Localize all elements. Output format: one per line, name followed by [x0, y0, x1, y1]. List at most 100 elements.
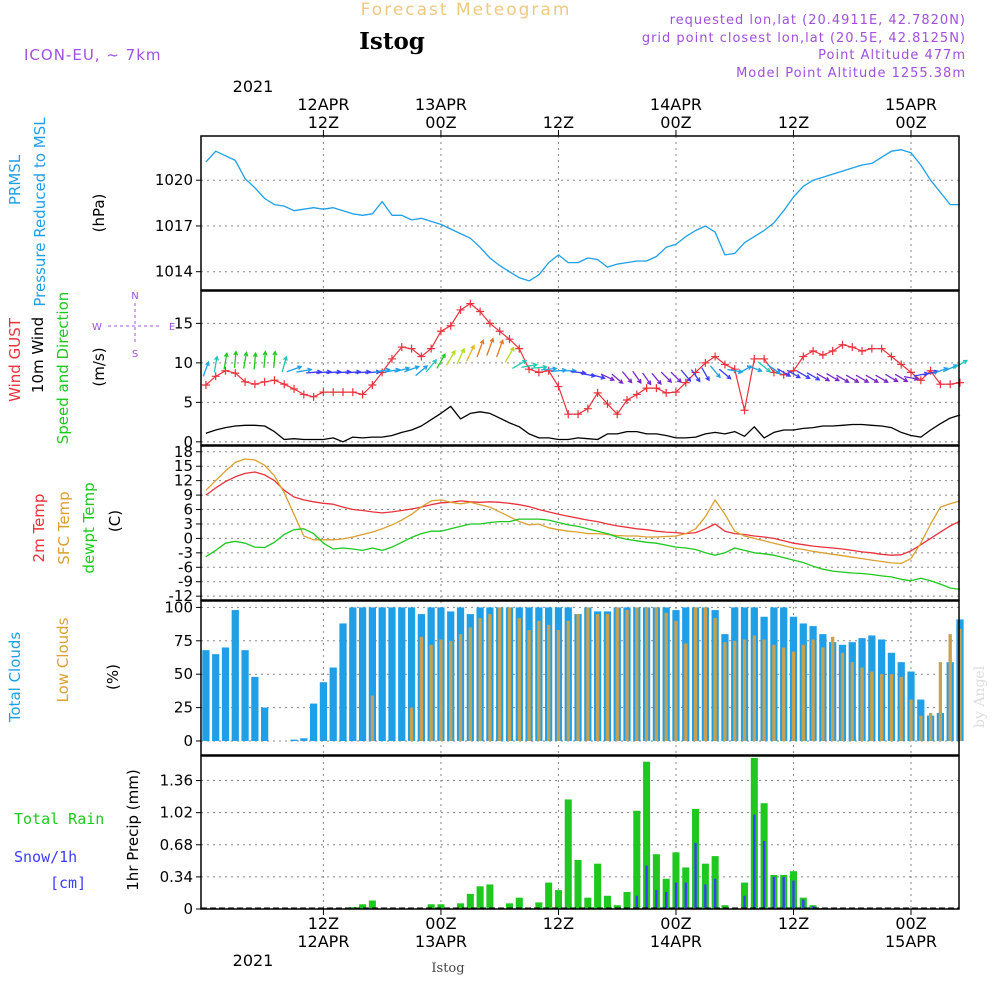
wind-barb-4 — [243, 352, 248, 369]
precip-rain-bar-27 — [466, 893, 474, 909]
precip-rain-bar-29 — [486, 884, 494, 909]
wind-barb-67 — [855, 374, 869, 383]
precip-rain-bar-24 — [437, 904, 445, 909]
precip-snow-bar-44 — [635, 895, 638, 909]
wind-barb-head-71 — [903, 377, 909, 383]
cloud-low-bar-33 — [527, 630, 531, 741]
gust-marker-36 — [554, 382, 563, 391]
cloud-low-bar-38 — [576, 614, 580, 741]
wind-barb-49 — [680, 369, 691, 382]
gust-marker-68 — [867, 344, 876, 353]
cloud-total-bar-21 — [407, 607, 416, 741]
cloud-low-bar-47 — [664, 612, 668, 741]
compass-south: S — [132, 349, 138, 360]
wind-barb-25 — [446, 350, 456, 366]
gust-marker-11 — [309, 392, 318, 401]
gust-marker-23 — [427, 344, 436, 353]
cloud-low-bar-76 — [948, 634, 952, 741]
cloud-total-bar-12 — [319, 682, 328, 741]
wind-barb-head-28 — [479, 339, 485, 345]
wind-barb-56 — [746, 365, 762, 372]
wind-barb-45 — [642, 372, 652, 385]
cloud-low-bar-30 — [498, 607, 502, 741]
gust-marker-3 — [231, 369, 240, 378]
gust-marker-47 — [662, 388, 671, 397]
cloud-low-bar-28 — [478, 618, 482, 741]
ytick-label-temp-9: 15 — [174, 457, 193, 475]
wind-barb-head-52 — [715, 373, 721, 379]
ytick-label-pressure-1: 1017 — [155, 217, 193, 235]
precip-rain-bar-34 — [535, 902, 543, 909]
temp-sfc-line — [205, 458, 961, 565]
wind-barb-head-44 — [637, 378, 642, 385]
wind-barb-32 — [512, 359, 527, 369]
cloud-total-bar-10 — [300, 738, 308, 741]
wind-barb-head-66 — [854, 378, 860, 383]
cloud-low-bar-44 — [635, 607, 639, 741]
wind-barb-head-7 — [272, 350, 278, 356]
bottom-time-label-date-1: 13APR — [415, 932, 467, 951]
ytick-label-wind-2: 10 — [174, 354, 193, 372]
wind-barb-head-68 — [873, 378, 880, 383]
wind-barb-18 — [374, 368, 390, 373]
gust-marker-4 — [241, 377, 250, 386]
precip-snow-bar-51 — [704, 884, 707, 909]
gust-marker-75 — [936, 380, 945, 389]
panel-label-clouds-2: (%) — [104, 664, 122, 690]
wind-barb-head-21 — [414, 365, 420, 371]
bottom-time-label-hour-5: 00Z — [895, 914, 926, 933]
cloud-low-bar-56 — [752, 635, 756, 741]
wind-barb-59 — [776, 368, 791, 377]
wind-barb-26 — [456, 348, 465, 365]
bottom-time-label-hour-3: 00Z — [660, 914, 691, 933]
cloud-total-bar-3 — [231, 610, 239, 741]
ytick-label-pressure-2: 1020 — [155, 171, 193, 189]
precip-rain-bar-23 — [427, 904, 435, 909]
wind-barb-61 — [796, 370, 810, 379]
precip-rain-bar-32 — [515, 897, 523, 909]
top-time-label-hour-0: 12Z — [308, 113, 339, 132]
temp-2m-line — [205, 471, 961, 556]
panel-label-pressure-0: PRMSL — [6, 154, 24, 205]
wind-barb-head-53 — [726, 374, 732, 380]
ytick-label-temp-7: 9 — [183, 486, 193, 504]
wind-barb-head-2 — [223, 351, 229, 358]
cloud-low-bar-62 — [811, 639, 815, 741]
gust-marker-44 — [632, 390, 641, 399]
cloud-low-bar-67 — [860, 667, 864, 741]
wind-barb-head-40 — [600, 374, 606, 380]
cloud-total-bar-18 — [378, 607, 386, 741]
gust-marker-15 — [348, 388, 357, 397]
ytick-label-temp-6: 6 — [183, 501, 193, 519]
cloud-low-bar-29 — [488, 614, 492, 741]
panel-label-pressure-1: Pressure Reduced to MSL — [31, 117, 49, 307]
precip-rain-bar-38 — [574, 859, 582, 909]
gust-marker-37 — [564, 410, 573, 419]
top-time-label-date-1: 13APR — [415, 95, 467, 114]
cloud-low-bar-49 — [684, 643, 688, 741]
gust-marker-77 — [955, 378, 964, 387]
wind-barb-head-0 — [205, 360, 210, 367]
wind-barb-71 — [894, 373, 908, 382]
wind-barb-12 — [315, 371, 331, 374]
cloud-total-bar-19 — [388, 607, 396, 741]
wind-barb-62 — [806, 372, 820, 381]
ytick-label-precip-0: 0 — [183, 900, 193, 918]
ytick-label-precip-2: 0.68 — [160, 836, 193, 854]
gust-marker-34 — [534, 368, 543, 377]
precip-rain-bar-16 — [359, 904, 367, 909]
cloud-low-bar-35 — [546, 624, 551, 741]
bottom-time-label-hour-2: 12Z — [543, 914, 574, 933]
panel-label-precip-2: [cm] — [50, 874, 86, 892]
cloud-low-bar-73 — [919, 715, 923, 741]
wind-barb-head-43 — [627, 378, 633, 384]
panel-label-pressure-2: (hPa) — [90, 194, 108, 233]
panel-frame-precip — [200, 755, 960, 910]
gust-marker-7 — [270, 376, 279, 385]
precip-rain-bar-37 — [564, 799, 572, 909]
cloud-low-bar-36 — [556, 630, 561, 741]
wind-barb-41 — [600, 373, 615, 381]
precip-rain-bar-42 — [613, 905, 621, 909]
gust-marker-73 — [916, 376, 925, 385]
